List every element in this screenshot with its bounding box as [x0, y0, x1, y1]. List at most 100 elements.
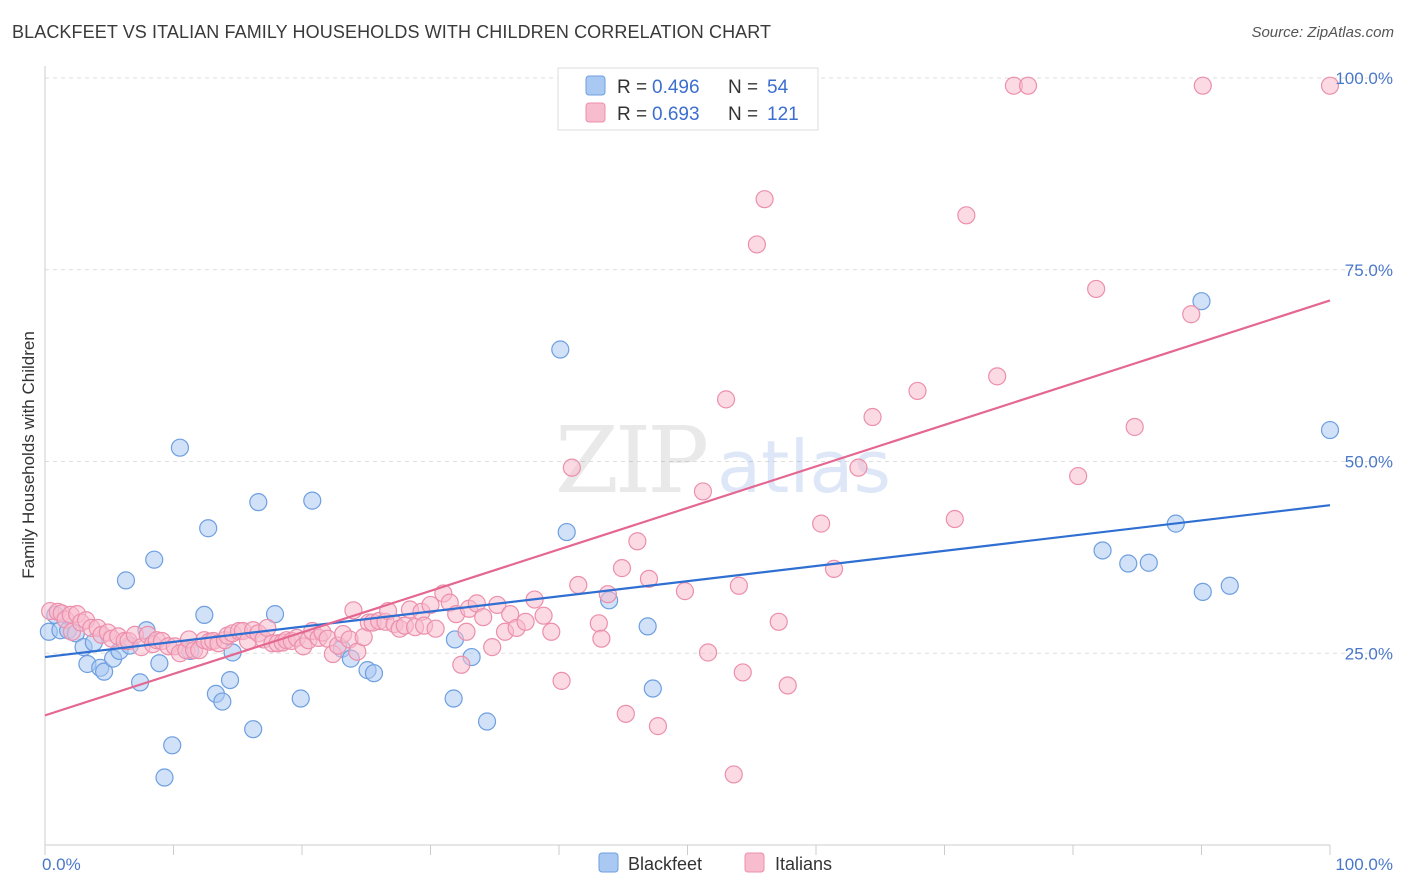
x-tick-label-0: 0.0% — [42, 855, 81, 874]
point-italians-43 — [258, 618, 277, 638]
point-italians-121 — [945, 509, 964, 529]
point-blackfeet-28 — [244, 720, 263, 739]
point-italians-105 — [675, 582, 695, 601]
y-tick-label-2: 75.0% — [1345, 261, 1393, 280]
bottom-legend-swatch-italians — [744, 852, 765, 873]
point-blackfeet-48 — [1139, 553, 1158, 572]
point-italians-76 — [426, 619, 445, 638]
point-italians-97 — [589, 614, 608, 633]
point-italians-93 — [542, 622, 561, 641]
point-italians-107 — [698, 643, 718, 662]
point-italians-123 — [988, 367, 1007, 386]
point-blackfeet-50 — [1193, 582, 1212, 601]
point-italians-99 — [598, 585, 617, 604]
point-blackfeet-44 — [638, 617, 657, 636]
point-blackfeet-9 — [95, 662, 114, 681]
point-italians-128 — [1125, 417, 1144, 437]
point-italians-110 — [729, 576, 749, 595]
bottom-legend-swatch-blackfeet — [598, 852, 619, 873]
point-blackfeet-47 — [1119, 554, 1138, 573]
point-italians-81 — [457, 622, 476, 641]
watermark-zip: ZIP — [555, 407, 706, 514]
point-italians-131 — [1182, 305, 1201, 324]
point-italians-90 — [516, 612, 535, 631]
y-tick-label-0: 25.0% — [1345, 644, 1393, 663]
source-credit: Source: ZipAtlas.com — [1251, 24, 1394, 41]
point-italians-113 — [755, 190, 774, 209]
point-blackfeet-29 — [249, 493, 268, 512]
point-blackfeet-20 — [170, 438, 190, 457]
bottom-legend-label-blackfeet: Blackfeet — [628, 854, 702, 874]
point-italians-126 — [1069, 466, 1088, 486]
point-italians-84 — [474, 608, 493, 627]
point-blackfeet-37 — [444, 689, 463, 708]
point-italians-116 — [812, 514, 831, 533]
point-blackfeet-46 — [1093, 541, 1112, 560]
y-tick-label-3: 100.0% — [1335, 69, 1393, 88]
point-italians-129 — [1193, 76, 1212, 95]
point-blackfeet-26 — [220, 670, 240, 690]
bottom-legend-label-italians: Italians — [775, 854, 832, 874]
point-blackfeet-41 — [551, 340, 570, 359]
point-blackfeet-19 — [163, 736, 182, 755]
legend-r-label-italians: R = — [617, 104, 647, 125]
point-italians-100 — [612, 559, 632, 578]
point-italians-120 — [908, 381, 927, 401]
point-blackfeet-22 — [195, 605, 214, 625]
point-blackfeet-32 — [303, 491, 322, 510]
point-blackfeet-52 — [1220, 576, 1239, 595]
legend-r-value-italians: 0.693 — [652, 104, 700, 125]
legend-n-value-blackfeet: 54 — [767, 77, 789, 98]
legend-r-value-blackfeet: 0.496 — [652, 77, 700, 98]
point-blackfeet-17 — [150, 654, 169, 673]
legend-swatch-italians — [585, 102, 606, 123]
legend-n-label-blackfeet: N = — [728, 77, 758, 98]
tick-labels: 25.0% 50.0% 75.0% 100.0% 0.0% 100.0% — [42, 69, 1393, 874]
point-blackfeet-31 — [291, 689, 310, 708]
chart-title: BLACKFEET VS ITALIAN FAMILY HOUSEHOLDS W… — [12, 22, 772, 42]
point-italians-122 — [957, 206, 976, 225]
point-italians-95 — [562, 458, 581, 477]
point-italians-119 — [863, 407, 882, 427]
legend-box: R = 0.496 N = 54 R = 0.693 N = 121 — [557, 67, 819, 131]
y-axis-label: Family Households with Children — [19, 331, 38, 579]
point-italians-94 — [552, 671, 571, 690]
y-tick-label-1: 50.0% — [1345, 453, 1393, 472]
point-blackfeet-51 — [1192, 292, 1211, 311]
legend-swatch-blackfeet — [585, 75, 606, 96]
point-italians-130 — [1320, 76, 1340, 95]
series-blackfeet — [39, 292, 1340, 787]
trend-lines — [44, 299, 1331, 717]
point-blackfeet-30 — [265, 605, 285, 624]
point-blackfeet-53 — [1320, 420, 1340, 440]
point-italians-109 — [724, 765, 743, 784]
point-blackfeet-40 — [477, 712, 497, 731]
point-italians-101 — [616, 704, 635, 723]
point-italians-125 — [1018, 76, 1038, 95]
trend-line-italians — [44, 299, 1331, 717]
point-italians-108 — [716, 390, 736, 409]
point-italians-103 — [639, 569, 659, 588]
point-blackfeet-12 — [116, 571, 136, 590]
point-blackfeet-36 — [364, 664, 384, 683]
point-italians-112 — [747, 235, 766, 254]
point-blackfeet-23 — [199, 519, 218, 538]
point-italians-115 — [778, 676, 797, 695]
point-italians-118 — [849, 458, 868, 477]
point-blackfeet-18 — [155, 768, 174, 787]
point-italians-102 — [628, 532, 647, 551]
gridlines — [45, 77, 1375, 654]
point-italians-98 — [592, 629, 611, 648]
point-italians-106 — [693, 482, 713, 501]
point-italians-104 — [648, 717, 668, 736]
point-italians-75 — [421, 595, 440, 615]
legend-n-label-italians: N = — [728, 104, 758, 125]
point-italians-92 — [534, 606, 553, 625]
point-blackfeet-25 — [213, 692, 232, 711]
point-italians-96 — [569, 575, 588, 595]
point-blackfeet-16 — [145, 550, 164, 569]
point-italians-127 — [1087, 279, 1106, 299]
point-italians-114 — [769, 612, 788, 631]
point-italians-111 — [733, 663, 752, 682]
